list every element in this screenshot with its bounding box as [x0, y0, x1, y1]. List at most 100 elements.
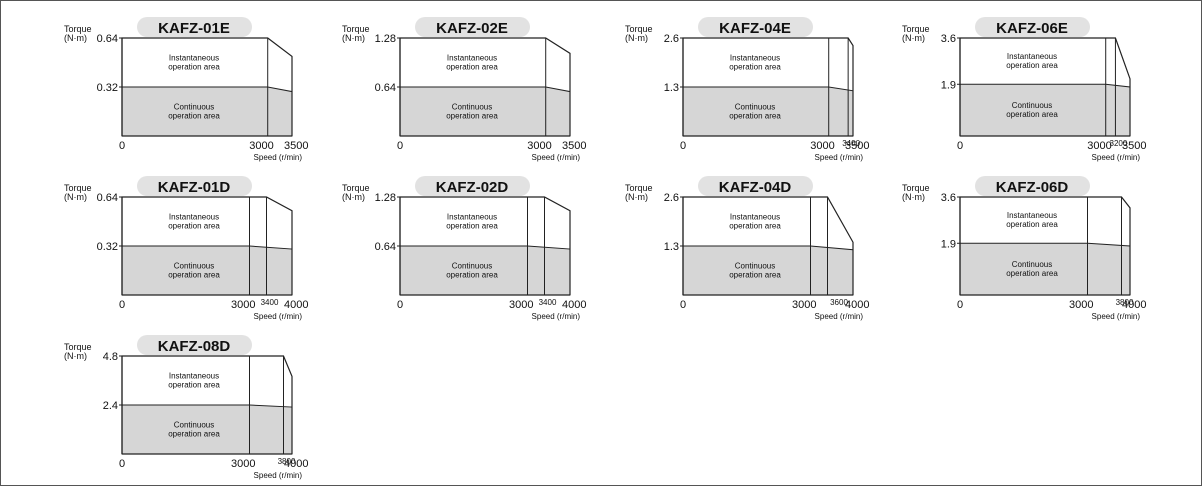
x-tick-label: 3600 — [830, 298, 848, 307]
torque-axis-unit: (N·m) — [625, 33, 648, 43]
title-badge — [137, 176, 252, 196]
chart-title: KAFZ-06D — [996, 179, 1069, 196]
x-tick-label: 4000 — [284, 458, 308, 470]
x-tick-label: 0 — [119, 458, 125, 470]
x-tick-label: 0 — [680, 140, 686, 152]
x-tick-label: 0 — [119, 140, 125, 152]
x-tick-label: 3000 — [231, 299, 255, 311]
continuous-label: Continuous — [735, 103, 775, 112]
x-tick-label: 3000 — [1087, 140, 1111, 152]
continuous-label-2: operation area — [1006, 110, 1058, 119]
torque-axis-label: Torque — [342, 183, 370, 193]
continuous-label-2: operation area — [168, 112, 220, 121]
instantaneous-label: Instantaneous — [447, 213, 497, 222]
y-tick-label: 2.6 — [664, 33, 679, 45]
x-tick-label: 3200 — [1110, 139, 1128, 148]
torque-axis-label: Torque — [902, 24, 930, 34]
x-tick-label: 4000 — [284, 299, 308, 311]
chart-title: KAFZ-02D — [436, 179, 509, 196]
x-tick-label: 0 — [119, 299, 125, 311]
continuous-label-2: operation area — [168, 271, 220, 280]
continuous-label: Continuous — [174, 421, 214, 430]
y-tick-label: 0.32 — [97, 241, 118, 253]
torque-axis-label: Torque — [64, 342, 92, 352]
x-tick-label: 3400 — [842, 139, 860, 148]
torque-axis-unit: (N·m) — [64, 351, 87, 361]
continuous-label-2: operation area — [729, 112, 781, 121]
instantaneous-label-2: operation area — [168, 63, 220, 72]
x-tick-label: 4000 — [1122, 299, 1146, 311]
continuous-label: Continuous — [174, 103, 214, 112]
x-tick-label: 0 — [680, 299, 686, 311]
x-tick-label: 0 — [397, 140, 403, 152]
title-badge — [698, 176, 813, 196]
title-badge — [137, 335, 252, 355]
y-tick-label: 0.64 — [375, 241, 396, 253]
y-tick-label: 2.4 — [103, 400, 118, 412]
speed-axis-label: Speed (r/min) — [254, 312, 303, 321]
x-tick-label: 3000 — [527, 140, 551, 152]
x-tick-label: 4000 — [845, 299, 869, 311]
x-tick-label: 3500 — [1122, 140, 1146, 152]
x-tick-label: 0 — [957, 299, 963, 311]
chart-title: KAFZ-01E — [158, 20, 230, 37]
speed-axis-label: Speed (r/min) — [1092, 312, 1141, 321]
instantaneous-label-2: operation area — [1006, 61, 1058, 70]
torque-axis-unit: (N·m) — [902, 33, 925, 43]
torque-axis-unit: (N·m) — [64, 192, 87, 202]
title-badge — [698, 17, 813, 37]
y-tick-label: 2.6 — [664, 192, 679, 204]
y-tick-label: 1.3 — [664, 82, 679, 94]
x-tick-label: 3400 — [261, 298, 279, 307]
speed-axis-label: Speed (r/min) — [254, 153, 303, 162]
chart-title: KAFZ-08D — [158, 338, 231, 355]
x-tick-label: 3500 — [562, 140, 586, 152]
x-tick-label: 3000 — [1069, 299, 1093, 311]
torque-axis-label: Torque — [64, 24, 92, 34]
continuous-label: Continuous — [452, 103, 492, 112]
continuous-label: Continuous — [1012, 101, 1052, 110]
x-tick-label: 4000 — [562, 299, 586, 311]
continuous-label-2: operation area — [446, 271, 498, 280]
y-tick-label: 1.3 — [664, 241, 679, 253]
instantaneous-label-2: operation area — [1006, 220, 1058, 229]
continuous-label: Continuous — [174, 262, 214, 271]
speed-axis-label: Speed (r/min) — [815, 153, 864, 162]
continuous-label-2: operation area — [729, 271, 781, 280]
instantaneous-label: Instantaneous — [730, 213, 780, 222]
torque-axis-unit: (N·m) — [625, 192, 648, 202]
continuous-label: Continuous — [452, 262, 492, 271]
chart-title: KAFZ-02E — [436, 20, 508, 37]
y-tick-label: 1.9 — [941, 238, 956, 250]
x-tick-label: 3000 — [231, 458, 255, 470]
y-tick-label: 1.28 — [375, 33, 396, 45]
speed-axis-label: Speed (r/min) — [532, 312, 581, 321]
x-tick-label: 3000 — [810, 140, 834, 152]
chart-title: KAFZ-04D — [719, 179, 792, 196]
x-tick-label: 3500 — [845, 140, 869, 152]
title-badge — [975, 17, 1090, 37]
x-tick-label: 3500 — [284, 140, 308, 152]
y-tick-label: 1.9 — [941, 79, 956, 91]
title-badge — [415, 176, 530, 196]
instantaneous-label: Instantaneous — [1007, 52, 1057, 61]
torque-axis-label: Torque — [342, 24, 370, 34]
x-tick-label: 3000 — [249, 140, 273, 152]
instantaneous-label-2: operation area — [446, 222, 498, 231]
instantaneous-label: Instantaneous — [1007, 211, 1057, 220]
torque-axis-label: Torque — [625, 24, 653, 34]
speed-axis-label: Speed (r/min) — [815, 312, 864, 321]
y-tick-label: 0.64 — [375, 82, 396, 94]
instantaneous-label-2: operation area — [729, 63, 781, 72]
instantaneous-label: Instantaneous — [169, 213, 219, 222]
chart-title: KAFZ-01D — [158, 179, 231, 196]
instantaneous-label: Instantaneous — [447, 54, 497, 63]
x-tick-label: 0 — [397, 299, 403, 311]
instantaneous-label: Instantaneous — [169, 372, 219, 381]
title-badge — [137, 17, 252, 37]
instantaneous-label: Instantaneous — [169, 54, 219, 63]
torque-axis-label: Torque — [902, 183, 930, 193]
x-tick-label: 0 — [957, 140, 963, 152]
y-tick-label: 0.32 — [97, 82, 118, 94]
